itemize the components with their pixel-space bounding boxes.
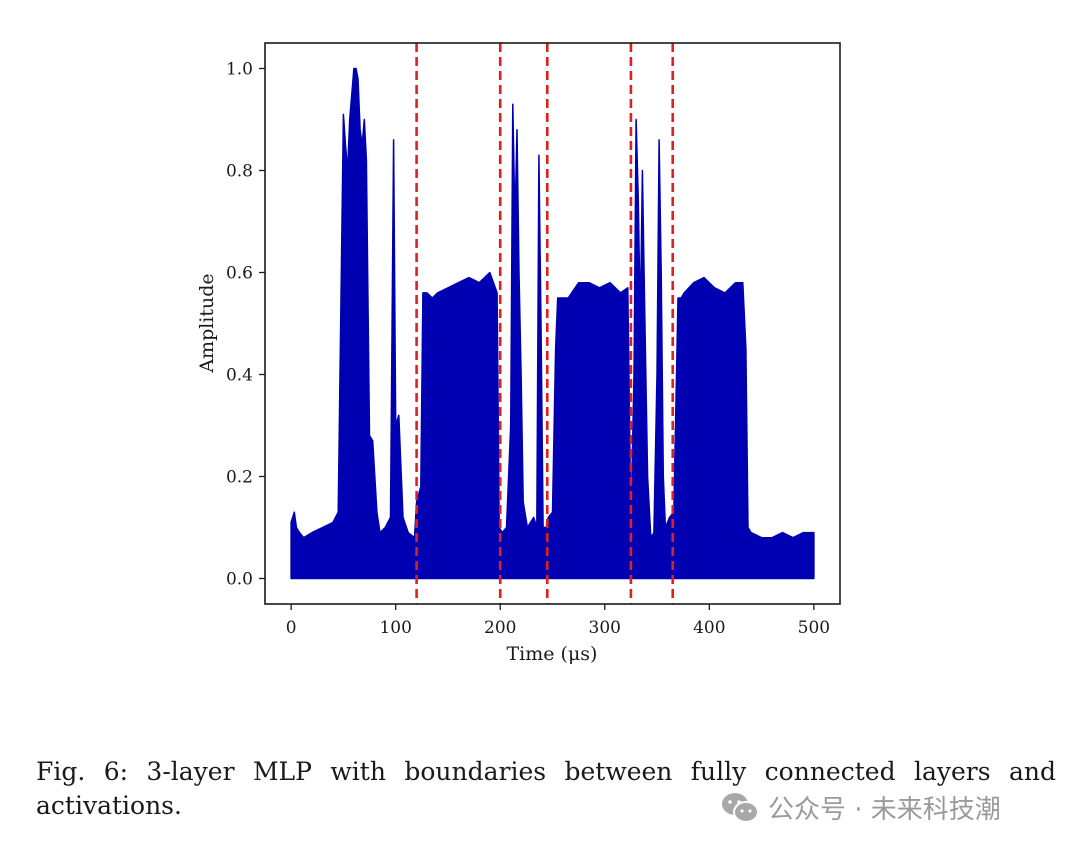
chart: 0 100 200 300 400 500 0.0 0.2 0.4 0.6 0.8 1.0 Time … [196, 42, 841, 665]
y-tick-label-1: 0.2 [226, 468, 253, 488]
y-tick-label-4: 0.8 [226, 162, 253, 182]
y-tick-label-3: 0.6 [226, 264, 253, 284]
y-tick-label-5: 1.0 [226, 60, 253, 80]
wechat-icon [720, 791, 760, 825]
plot-area [264, 42, 841, 605]
x-tick-label-2: 200 [484, 618, 516, 638]
series-signal-0 [290, 67, 815, 580]
y-axis-label: Amplitude [196, 273, 218, 373]
x-tick-label-3: 300 [589, 618, 621, 638]
axis-ticks: 0 100 200 300 400 500 0.0 0.2 0.4 0.6 0.8 1.0 [226, 60, 830, 639]
x-tick-label-1: 100 [379, 618, 411, 638]
y-tick-label-0: 0.0 [226, 570, 253, 590]
x-tick-label-0: 0 [286, 618, 297, 638]
figure-caption: Fig. 6: 3-layer MLP with boundaries betw… [36, 757, 1056, 820]
watermark: 公众号 · 未来科技潮 [720, 789, 1001, 826]
y-tick-label-2: 0.4 [226, 366, 253, 386]
axes-frame [264, 42, 841, 605]
watermark-text: 公众号 · 未来科技潮 [768, 795, 1001, 825]
x-tick-label-4: 400 [693, 618, 725, 638]
x-axis-label: Time (μs) [507, 643, 598, 665]
x-tick-label-5: 500 [798, 618, 830, 638]
